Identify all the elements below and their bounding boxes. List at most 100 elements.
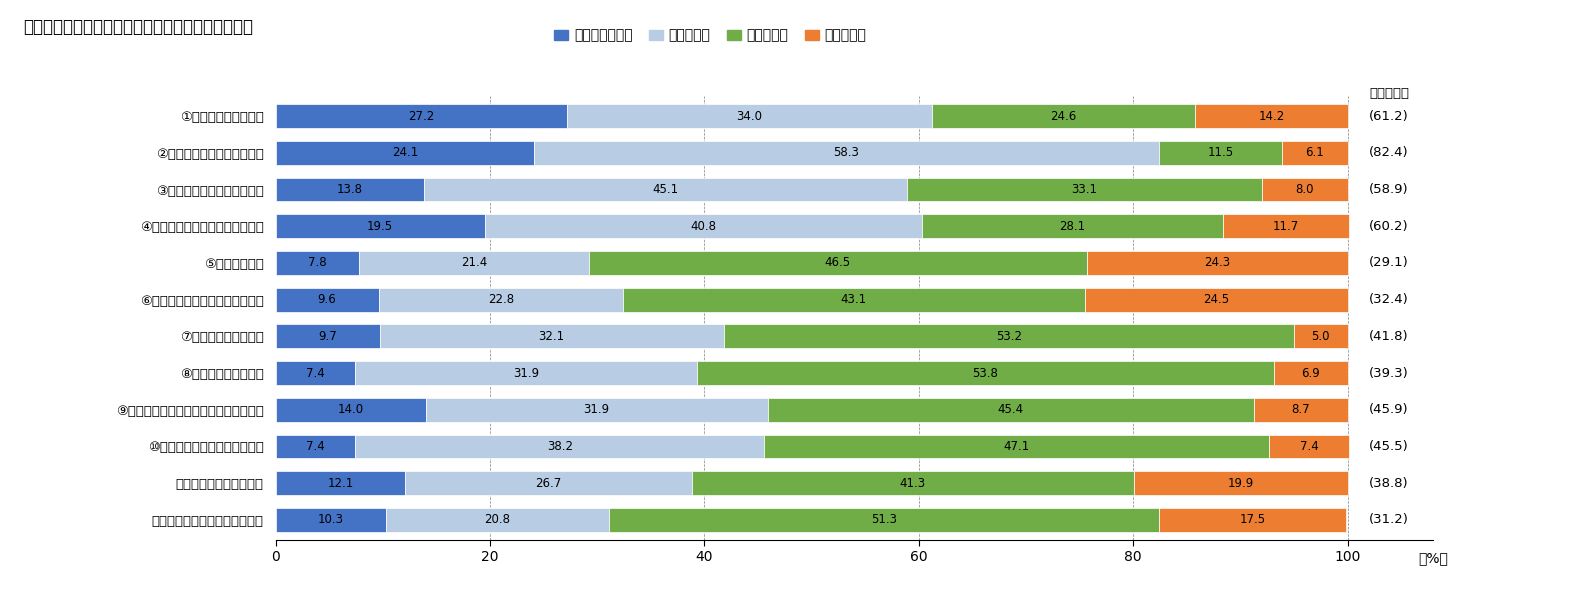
Bar: [276, 214, 485, 238]
Text: 11.7: 11.7: [1273, 220, 1299, 233]
Bar: [378, 288, 624, 311]
Bar: [696, 361, 1274, 385]
Text: 20.8: 20.8: [485, 514, 510, 526]
Text: 21.4: 21.4: [461, 256, 487, 269]
Bar: [1262, 178, 1348, 202]
Bar: [1195, 104, 1348, 128]
Text: 24.3: 24.3: [1205, 256, 1230, 269]
Bar: [1295, 325, 1348, 348]
Text: 38.2: 38.2: [547, 440, 573, 453]
Text: 14.0: 14.0: [337, 403, 364, 416]
Text: 7.4: 7.4: [306, 367, 324, 380]
Bar: [386, 508, 610, 532]
Bar: [354, 361, 696, 385]
Bar: [276, 508, 386, 532]
Text: 33.1: 33.1: [1071, 183, 1098, 196]
Text: 9.7: 9.7: [318, 330, 337, 343]
Bar: [1269, 434, 1348, 458]
Text: (39.3): (39.3): [1369, 367, 1408, 380]
Text: 31.9: 31.9: [584, 403, 610, 416]
Bar: [932, 104, 1195, 128]
Text: 19.9: 19.9: [1228, 476, 1254, 490]
Text: (29.1): (29.1): [1369, 256, 1408, 269]
Text: 14.2: 14.2: [1258, 110, 1285, 122]
Text: 32.1: 32.1: [539, 330, 565, 343]
Text: 28.1: 28.1: [1060, 220, 1085, 233]
Bar: [764, 434, 1269, 458]
Bar: [354, 434, 764, 458]
Bar: [380, 325, 723, 348]
Text: 12.1: 12.1: [328, 476, 354, 490]
Text: (45.9): (45.9): [1369, 403, 1408, 416]
Bar: [1274, 361, 1348, 385]
Text: 31.9: 31.9: [513, 367, 539, 380]
Text: (58.9): (58.9): [1369, 183, 1408, 196]
Text: 40.8: 40.8: [690, 220, 717, 233]
Text: (61.2): (61.2): [1369, 110, 1408, 122]
Bar: [1087, 251, 1348, 275]
Text: 図表３　中古住宅取得世帯の住み替え前後の改善度: 図表３ 中古住宅取得世帯の住み替え前後の改善度: [24, 18, 254, 36]
Bar: [907, 178, 1262, 202]
Text: 58.3: 58.3: [833, 146, 860, 160]
Text: 46.5: 46.5: [825, 256, 851, 269]
Text: 17.5: 17.5: [1240, 514, 1266, 526]
Bar: [1282, 141, 1348, 165]
Text: 45.1: 45.1: [652, 183, 679, 196]
Text: 53.2: 53.2: [995, 330, 1022, 343]
Bar: [276, 325, 380, 348]
Text: 27.2: 27.2: [408, 110, 435, 122]
Text: 6.9: 6.9: [1301, 367, 1320, 380]
Bar: [276, 361, 354, 385]
Bar: [359, 251, 589, 275]
Bar: [485, 214, 921, 238]
Text: (41.8): (41.8): [1369, 330, 1408, 343]
Bar: [276, 434, 354, 458]
Text: 45.4: 45.4: [999, 403, 1024, 416]
Bar: [767, 398, 1254, 422]
Text: 7.8: 7.8: [309, 256, 326, 269]
Bar: [276, 398, 425, 422]
Bar: [276, 251, 359, 275]
Legend: 大変良くなった, 良くなった, 変わらない, 悪くなった: 大変良くなった, 良くなった, 変わらない, 悪くなった: [548, 23, 873, 48]
Bar: [405, 471, 691, 495]
Text: (38.8): (38.8): [1369, 476, 1408, 490]
Text: 11.5: 11.5: [1208, 146, 1233, 160]
Text: 51.3: 51.3: [871, 514, 896, 526]
Bar: [1254, 398, 1348, 422]
Text: 24.1: 24.1: [392, 146, 417, 160]
Text: 26.7: 26.7: [536, 476, 562, 490]
Bar: [1159, 508, 1347, 532]
Text: 19.5: 19.5: [367, 220, 394, 233]
Text: 7.4: 7.4: [1299, 440, 1318, 453]
Bar: [624, 288, 1085, 311]
Text: 5.0: 5.0: [1312, 330, 1329, 343]
Bar: [276, 178, 424, 202]
Bar: [610, 508, 1159, 532]
Text: (60.2): (60.2): [1369, 220, 1408, 233]
Bar: [1085, 288, 1348, 311]
Bar: [425, 398, 767, 422]
Bar: [276, 288, 378, 311]
Bar: [1134, 471, 1348, 495]
Text: 47.1: 47.1: [1003, 440, 1030, 453]
Text: (82.4): (82.4): [1369, 146, 1408, 160]
Text: 24.5: 24.5: [1203, 293, 1228, 306]
Text: 53.8: 53.8: [972, 367, 999, 380]
Bar: [1224, 214, 1348, 238]
Text: 8.7: 8.7: [1292, 403, 1310, 416]
Text: (31.2): (31.2): [1369, 514, 1408, 526]
Text: 7.4: 7.4: [306, 440, 324, 453]
Text: 13.8: 13.8: [337, 183, 362, 196]
Text: (45.5): (45.5): [1369, 440, 1408, 453]
Text: 6.1: 6.1: [1306, 146, 1325, 160]
Text: (32.4): (32.4): [1369, 293, 1408, 306]
Text: 43.1: 43.1: [841, 293, 866, 306]
Text: 22.8: 22.8: [488, 293, 513, 306]
Text: （改善度）: （改善度）: [1369, 86, 1410, 100]
Text: （%）: （%）: [1419, 551, 1447, 565]
Bar: [723, 325, 1295, 348]
Text: 8.0: 8.0: [1295, 183, 1314, 196]
Text: 9.6: 9.6: [318, 293, 337, 306]
Bar: [424, 178, 907, 202]
Bar: [1159, 141, 1282, 165]
